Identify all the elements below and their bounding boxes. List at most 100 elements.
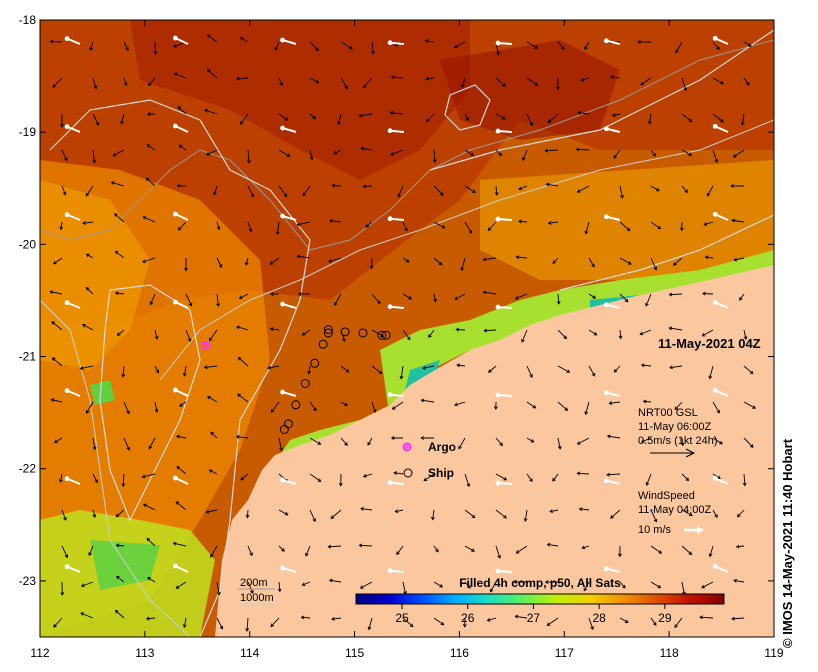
ship-marker[interactable] — [291, 400, 301, 410]
colorbar-bar — [355, 593, 725, 605]
ship-marker[interactable] — [323, 328, 333, 338]
current-arrow — [278, 509, 289, 516]
current-arrow — [518, 185, 528, 191]
wind-arrow — [280, 477, 297, 485]
current-arrow — [358, 543, 373, 548]
wind-arrow — [64, 476, 81, 485]
current-arrow — [588, 329, 598, 336]
ship-marker[interactable] — [358, 328, 368, 338]
current-arrow — [681, 473, 690, 482]
current-arrow — [701, 581, 714, 589]
current-arrow — [420, 436, 435, 440]
wind-arrow — [280, 125, 297, 133]
current-arrow — [650, 545, 663, 554]
current-arrow — [360, 506, 373, 511]
current-arrow — [113, 213, 125, 223]
current-vectors — [49, 34, 757, 632]
wind-arrow — [387, 40, 405, 46]
current-arrow — [92, 149, 97, 164]
southwest-green-patch — [90, 540, 160, 590]
current-arrow — [123, 41, 129, 51]
current-arrow — [390, 149, 404, 156]
wind-arrow — [280, 213, 297, 221]
bathymetry-1000m-line — [40, 299, 191, 637]
current-arrow — [309, 149, 314, 161]
wind-arrow — [712, 123, 729, 133]
current-arrow — [483, 328, 497, 333]
current-arrow — [575, 147, 590, 152]
current-arrow — [205, 509, 218, 514]
ship-marker[interactable] — [381, 330, 391, 340]
current-arrow — [526, 113, 534, 127]
current-arrow — [495, 545, 502, 559]
current-arrow — [309, 473, 322, 482]
current-arrow — [114, 609, 125, 619]
current-arrow — [81, 324, 94, 331]
current-arrow — [495, 509, 507, 519]
current-arrow — [461, 77, 466, 88]
current-arrow — [244, 257, 249, 266]
current-arrow — [464, 581, 471, 589]
ship-marker[interactable] — [284, 419, 294, 429]
current-arrow — [458, 437, 466, 450]
wind-arrow — [712, 299, 729, 309]
current-arrow — [487, 221, 497, 232]
wind-legend-time: 11-May 04:00Z — [638, 504, 711, 516]
current-arrow — [89, 41, 94, 51]
wind-arrow — [387, 216, 405, 222]
current-arrow — [61, 545, 69, 559]
axis-ticks: 112 113 114 115 116 117 118 119 -18 -19 -20 -21 -22 -… — [19, 13, 784, 660]
current-arrow — [526, 401, 537, 409]
ship-marker[interactable] — [340, 327, 350, 337]
ship-marker[interactable] — [300, 378, 310, 388]
current-arrow — [367, 617, 373, 631]
current-arrow — [454, 401, 466, 407]
current-arrow — [394, 509, 404, 514]
current-arrow — [640, 363, 652, 368]
argo-legend-symbol[interactable] — [402, 442, 412, 452]
current-arrow — [619, 185, 624, 199]
current-arrow — [145, 177, 156, 187]
argo-marker[interactable] — [201, 340, 211, 350]
current-arrow — [732, 149, 745, 158]
current-arrow — [611, 113, 621, 117]
current-arrow — [433, 617, 445, 626]
wind-arrow — [64, 212, 81, 221]
current-arrow — [514, 293, 528, 300]
current-arrow — [580, 77, 590, 82]
current-arrow — [740, 113, 745, 126]
current-arrow — [145, 616, 156, 621]
current-arrow — [206, 396, 218, 403]
ship-marker[interactable] — [318, 339, 328, 349]
current-arrow — [547, 113, 559, 123]
current-arrow — [650, 581, 662, 589]
current-arrow — [58, 473, 63, 483]
current-arrow — [216, 581, 221, 596]
current-arrow — [390, 436, 404, 440]
current-arrow — [309, 113, 317, 120]
current-arrow — [369, 257, 374, 270]
current-arrow — [581, 545, 590, 550]
ship-marker[interactable] — [310, 358, 320, 368]
wind-arrow — [495, 128, 513, 134]
current-arrow — [733, 257, 745, 262]
current-arrow — [712, 41, 720, 50]
ship-marker[interactable] — [323, 325, 333, 335]
current-arrow — [340, 437, 348, 446]
current-arrow — [739, 293, 745, 301]
colorbar-tick-label: 29 — [658, 611, 672, 625]
wind-arrow — [712, 387, 729, 397]
current-arrow — [275, 221, 280, 236]
current-arrow — [176, 466, 187, 475]
ship-marker[interactable] — [377, 330, 387, 340]
current-arrow — [495, 149, 503, 157]
current-arrow — [482, 257, 497, 262]
current-arrow — [619, 221, 631, 232]
current-arrow — [515, 255, 528, 260]
wind-arrow — [64, 388, 81, 397]
map-area[interactable] — [40, 20, 774, 637]
current-arrow — [645, 473, 652, 486]
current-arrow — [650, 185, 660, 192]
current-arrow — [185, 329, 192, 343]
current-arrow — [668, 292, 683, 297]
